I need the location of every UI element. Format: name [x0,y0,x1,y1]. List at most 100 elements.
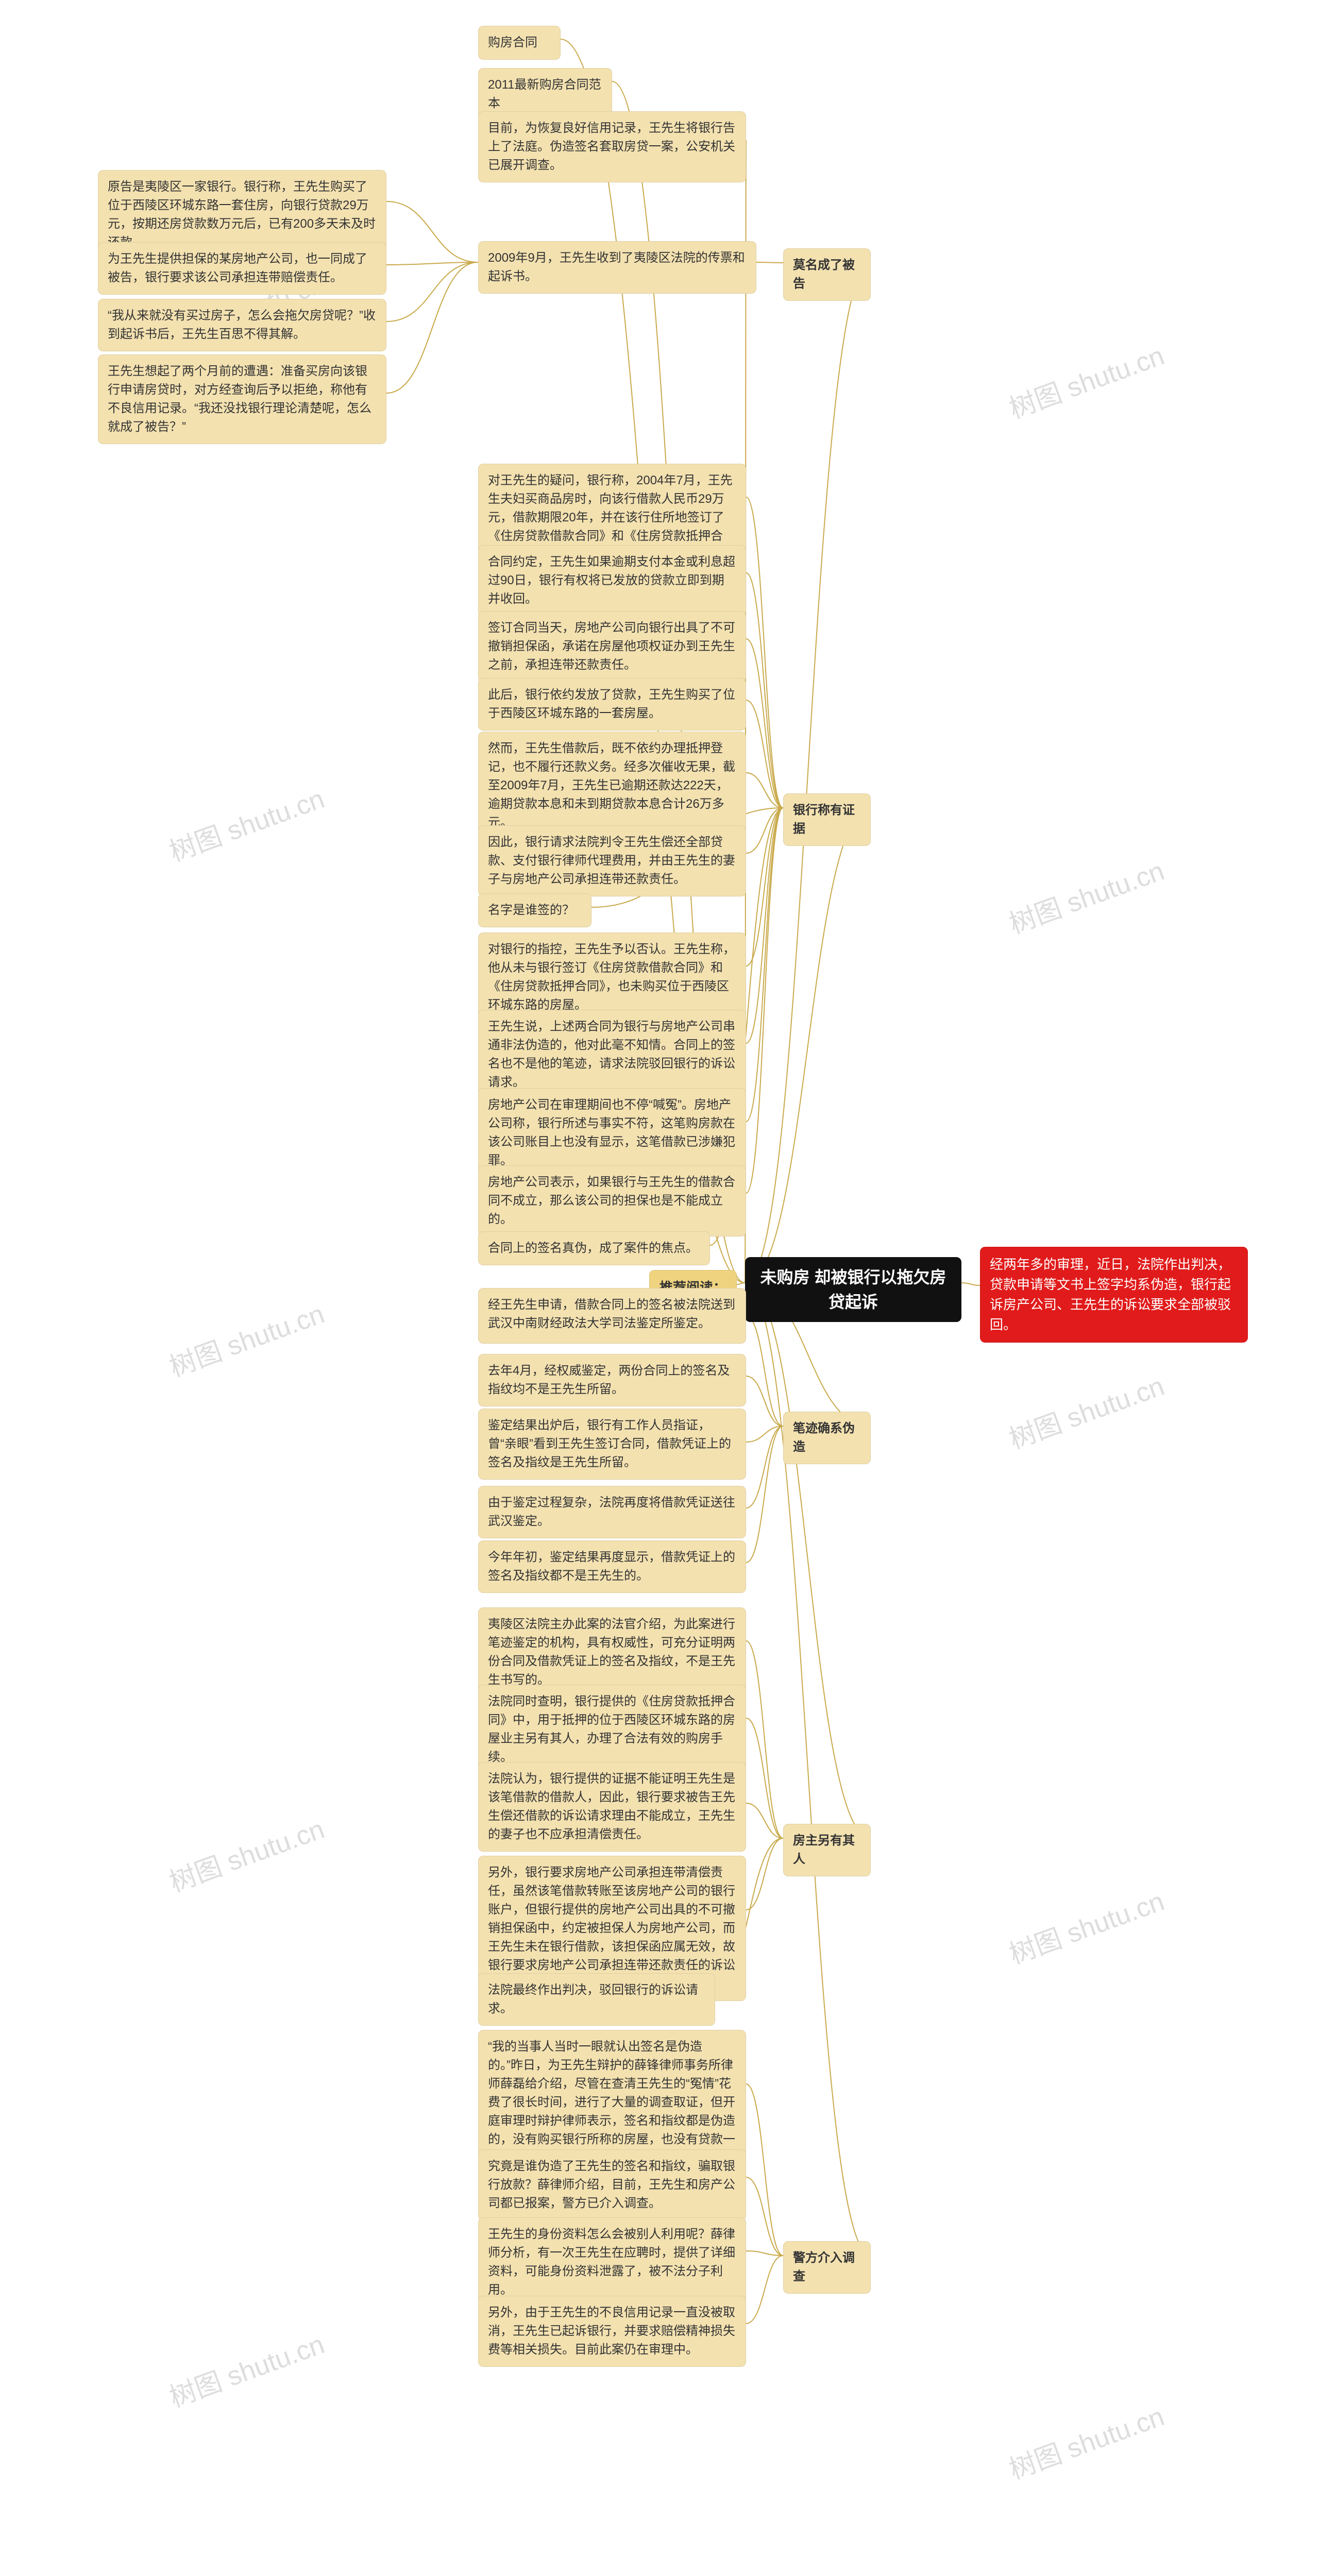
node-text: 签订合同当天，房地产公司向银行出具了不可撤销担保函，承诺在房屋他项权证办到王先生… [488,621,735,672]
node-text: 目前，为恢复良好信用记录，王先生将银行告上了法庭。伪造签名套取房贷一案，公安机关… [488,121,735,172]
watermark: 树图 shutu.cn [1003,849,1169,941]
node-text: 合同上的签名真伪，成了案件的焦点。 [488,1241,698,1255]
mindmap-node: 未购房 却被银行以拖欠房贷起诉 [745,1257,961,1322]
mindmap-node: 此后，银行依约发放了贷款，王先生购买了位于西陵区环城东路的一套房屋。 [478,678,746,731]
mindmap-node: 法院认为，银行提供的证据不能证明王先生是该笔借款的借款人，因此，银行要求被告王先… [478,1762,746,1852]
mindmap-canvas: 树图 shutu.cn 树图 shutu.cn 树图 shutu.cn 树图 shut… [0,0,1319,2576]
node-text: 银行称有证据 [793,803,855,836]
mindmap-node: 警方介入调查 [783,2241,871,2294]
mindmap-edge [746,2084,783,2256]
node-text: 笔迹确系伪造 [793,1421,855,1454]
mindmap-node: 为王先生提供担保的某房地产公司，也一同成了被告，银行要求该公司承担连带赔偿责任。 [98,242,386,295]
node-text: 鉴定结果出炉后，银行有工作人员指证，曾“亲眼”看到王先生签订合同，借款凭证上的签… [488,1418,731,1469]
mindmap-edge [386,262,478,265]
mindmap-node: 法院同时查明，银行提供的《住房贷款抵押合同》中，用于抵押的位于西陵区环城东路的房… [478,1685,746,1774]
node-text: 购房合同 [488,36,537,49]
mindmap-node: 今年年初，鉴定结果再度显示，借款凭证上的签名及指纹都不是王先生的。 [478,1540,746,1593]
mindmap-edge [746,808,783,853]
mindmap-edge [746,1641,783,1838]
node-text: 2011最新购房合同范本 [488,78,601,110]
node-text: 夷陵区法院主办此案的法官介绍，为此案进行笔迹鉴定的机构，具有权威性，可充分证明两… [488,1617,735,1687]
mindmap-node: 法院最终作出判决，驳回银行的诉讼请求。 [478,1973,715,2026]
mindmap-node: 因此，银行请求法院判令王先生偿还全部贷款、支付银行律师代理费用，并由王先生的妻子… [478,825,746,896]
mindmap-edge [745,1283,871,1838]
mindmap-node: 莫名成了被告 [783,248,871,301]
node-text: 王先生想起了两个月前的遭遇：准备买房向该银行申请房贷时，对方经查询后予以拒绝，称… [108,364,371,434]
mindmap-edge [386,201,478,262]
mindmap-edge [746,808,783,1122]
mindmap-edge [745,263,871,1283]
mindmap-node: 夷陵区法院主办此案的法官介绍，为此案进行笔迹鉴定的机构，具有权威性，可充分证明两… [478,1607,746,1697]
mindmap-edge [746,1316,783,1426]
mindmap-edge [746,773,783,808]
mindmap-edge [746,1376,783,1426]
mindmap-node: 房地产公司表示，如果银行与王先生的借款合同不成立，那么该公司的担保也是不能成立的… [478,1165,746,1236]
node-text: 另外，由于王先生的不良信用记录一直没被取消，王先生已起诉银行，并要求赔偿精神损失… [488,2306,735,2357]
mindmap-edge [746,808,783,966]
node-text: 房地产公司表示，如果银行与王先生的借款合同不成立，那么该公司的担保也是不能成立的… [488,1175,735,1226]
mindmap-edge [746,2177,783,2256]
mindmap-node: 对银行的指控，王先生予以否认。王先生称，他从未与银行签订《住房贷款借款合同》和《… [478,933,746,1022]
mindmap-edge [737,1283,745,1284]
watermark: 树图 shutu.cn [1003,1364,1169,1456]
mindmap-node: 房地产公司在审理期间也不停“喊冤”。房地产公司称，银行所述与事实不符，这笔购房款… [478,1088,746,1178]
node-text: 法院认为，银行提供的证据不能证明王先生是该笔借款的借款人，因此，银行要求被告王先… [488,1772,735,1841]
mindmap-edge [746,639,783,808]
mindmap-edge [746,808,783,1043]
mindmap-node: 笔迹确系伪造 [783,1412,871,1464]
node-text: 因此，银行请求法院判令王先生偿还全部贷款、支付银行律师代理费用，并由王先生的妻子… [488,835,735,886]
mindmap-edge [746,1718,783,1838]
node-text: 房主另有其人 [793,1834,855,1866]
node-text: 对银行的指控，王先生予以否认。王先生称，他从未与银行签订《住房贷款借款合同》和《… [488,942,735,1012]
mindmap-edge [756,262,783,263]
watermark: 树图 shutu.cn [163,1807,329,1899]
mindmap-edge [746,700,783,808]
node-text: 经两年多的审理，近日，法院作出判决，贷款申请等文书上签字均系伪造，银行起诉房产公… [990,1257,1231,1332]
node-text: 此后，银行依约发放了贷款，王先生购买了位于西陵区环城东路的一套房屋。 [488,688,735,720]
mindmap-node: 然而，王先生借款后，既不依约办理抵押登记，也不履行还款义务。经多次催收无果，截至… [478,732,746,840]
mindmap-edge [746,573,783,808]
watermark: 树图 shutu.cn [163,2323,329,2414]
node-text: 警方介入调查 [793,2251,855,2283]
mindmap-edge [746,1803,783,1838]
node-text: 未购房 却被银行以拖欠房贷起诉 [760,1268,946,1311]
node-text: 去年4月，经权威鉴定，两份合同上的签名及指纹均不是王先生所留。 [488,1364,730,1396]
mindmap-edge [745,808,871,1283]
node-text: 为王先生提供担保的某房地产公司，也一同成了被告，银行要求该公司承担连带赔偿责任。 [108,252,367,284]
mindmap-node: 王先生的身份资料怎么会被别人利用呢？薛律师分析，有一次王先生在应聘时，提供了详细… [478,2217,746,2307]
mindmap-node: 签订合同当天，房地产公司向银行出具了不可撤销担保函，承诺在房屋他项权证办到王先生… [478,611,746,682]
mindmap-node: 王先生想起了两个月前的遭遇：准备买房向该银行申请房贷时，对方经查询后予以拒绝，称… [98,354,386,444]
mindmap-edge [746,497,783,808]
mindmap-node: “我从来就没有买过房子，怎么会拖欠房贷呢？”收到起诉书后，王先生百思不得其解。 [98,299,386,351]
mindmap-node: 目前，为恢复良好信用记录，王先生将银行告上了法庭。伪造签名套取房贷一案，公安机关… [478,111,746,182]
mindmap-node: 究竟是谁伪造了王先生的签名和指纹，骗取银行放款？薛律师介绍，目前，王先生和房产公… [478,2149,746,2221]
mindmap-edge [386,262,478,393]
mindmap-node: 合同上的签名真伪，成了案件的焦点。 [478,1231,710,1265]
mindmap-edge [746,808,783,1193]
mindmap-edge [746,1426,783,1442]
node-text: 名字是谁签的？ [488,903,574,917]
mindmap-edge [746,1426,783,1508]
node-text: 原告是夷陵区一家银行。银行称，王先生购买了位于西陵区环城东路一套住房，向银行贷款… [108,180,376,249]
node-text: 莫名成了被告 [793,258,855,291]
mindmap-node: 王先生说，上述两合同为银行与房地产公司串通非法伪造的，他对此毫不知情。合同上的签… [478,1010,746,1099]
mindmap-node: 经两年多的审理，近日，法院作出判决，贷款申请等文书上签字均系伪造，银行起诉房产公… [980,1247,1248,1343]
mindmap-edge [746,2256,783,2324]
mindmap-node: 去年4月，经权威鉴定，两份合同上的签名及指纹均不是王先生所留。 [478,1354,746,1406]
watermark: 树图 shutu.cn [1003,1879,1169,1971]
watermark: 树图 shutu.cn [1003,334,1169,426]
mindmap-node: 银行称有证据 [783,793,871,846]
node-text: 经王先生申请，借款合同上的签名被法院送到武汉中南财经政法大学司法鉴定所鉴定。 [488,1298,735,1330]
watermark: 树图 shutu.cn [1003,2395,1169,2486]
node-text: “我的当事人当时一眼就认出签名是伪造的。”昨日，为王先生辩护的薛锋律师事务所律师… [488,2040,735,2165]
mindmap-edge [746,2251,783,2256]
node-text: “我从来就没有买过房子，怎么会拖欠房贷呢？”收到起诉书后，王先生百思不得其解。 [108,309,376,341]
mindmap-node: 经王先生申请，借款合同上的签名被法院送到武汉中南财经政法大学司法鉴定所鉴定。 [478,1288,746,1344]
mindmap-edge [961,1283,980,1285]
node-text: 今年年初，鉴定结果再度显示，借款凭证上的签名及指纹都不是王先生的。 [488,1550,735,1583]
node-text: 合同约定，王先生如果逾期支付本金或利息超过90日，银行有权将已发放的贷款立即到期… [488,555,735,606]
mindmap-node: 购房合同 [478,26,561,60]
watermark: 树图 shutu.cn [163,1292,329,1384]
node-text: 法院最终作出判决，驳回银行的诉讼请求。 [488,1983,698,2015]
node-text: 由于鉴定过程复杂，法院再度将借款凭证送往武汉鉴定。 [488,1496,735,1528]
